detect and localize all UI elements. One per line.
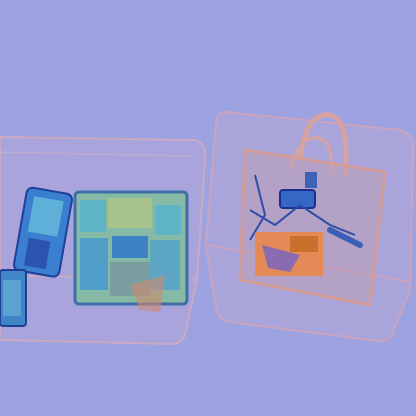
cable — [249, 203, 356, 236]
laptop-part — [155, 205, 181, 235]
pen — [327, 227, 363, 248]
dark-item — [262, 245, 300, 272]
bag-handle — [297, 112, 349, 176]
laptop — [73, 190, 189, 312]
cable — [249, 174, 267, 241]
laptop-part — [80, 200, 106, 232]
laptop-part — [112, 236, 148, 258]
bag-clasp — [279, 189, 316, 209]
phone-board — [23, 237, 51, 270]
orange-item — [290, 236, 318, 252]
laptop-part — [80, 238, 108, 290]
handbag — [238, 112, 387, 307]
tray-edge — [0, 151, 191, 157]
bag-tag — [305, 172, 317, 188]
bag-handle — [288, 136, 333, 176]
phone-battery — [27, 196, 64, 237]
phone — [12, 186, 73, 278]
laptop-strap — [130, 275, 165, 312]
small-device-inner — [3, 280, 21, 316]
laptop-part — [108, 198, 152, 228]
